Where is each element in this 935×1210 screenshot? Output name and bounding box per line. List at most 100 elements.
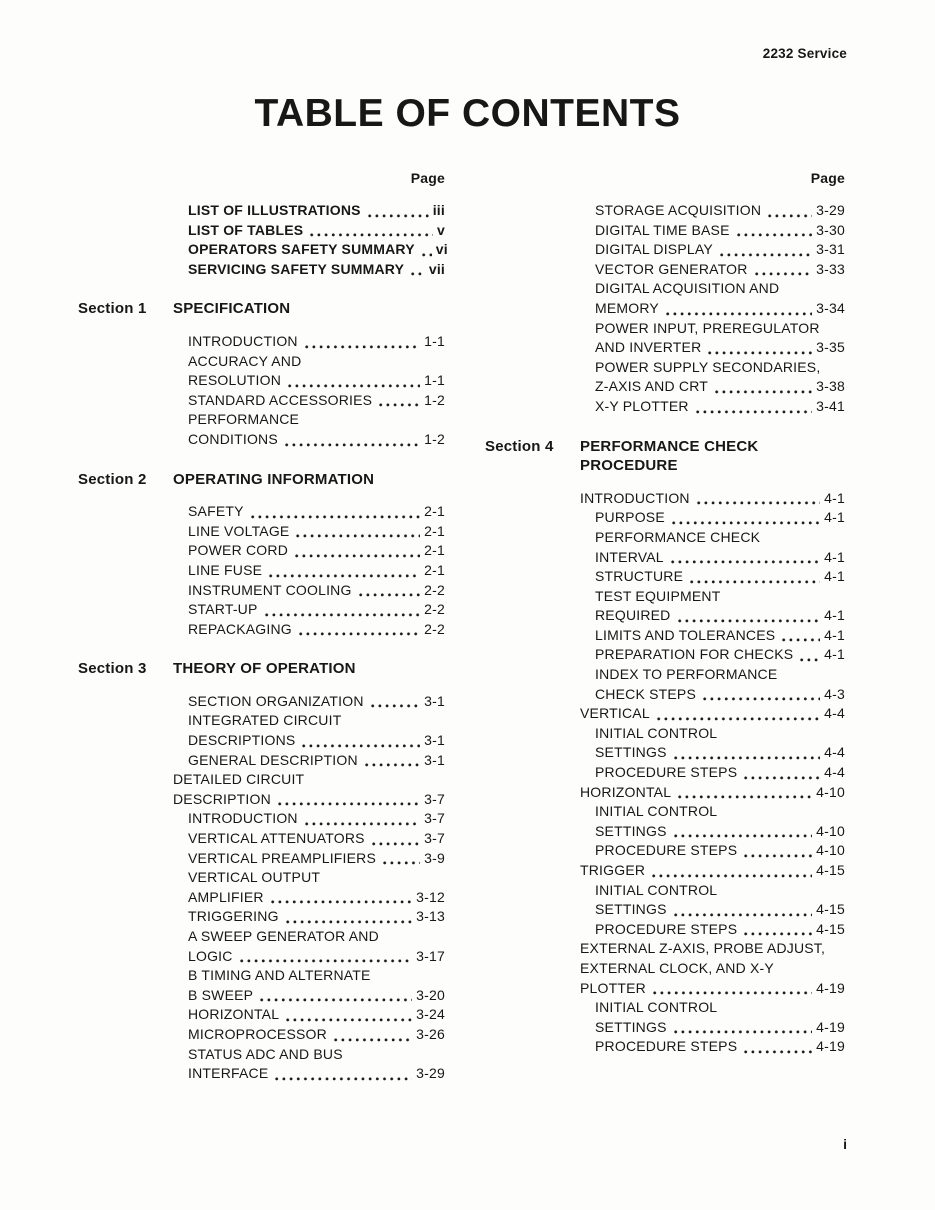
dot-leader [296, 534, 421, 539]
toc-entry: VERTICAL PREAMPLIFIERS 3-9 [78, 849, 445, 869]
toc-entry-group: INTRODUCTION 1-1 ACCURACY AND RESOLUTION 1-1… [78, 332, 445, 450]
toc-entry-page: 1-2 [424, 391, 445, 408]
dot-leader [304, 344, 421, 349]
toc-entry-text: MICROPROCESSOR [188, 1025, 327, 1042]
section-title: OPERATING INFORMATION [173, 470, 374, 490]
toc-entry-text: INDEX TO PERFORMANCE [595, 666, 778, 683]
toc-entry-last-line: SETTINGS 4-10 [595, 822, 845, 842]
toc-entry-page: 3-31 [816, 241, 845, 258]
toc-entry-group: SECTION ORGANIZATION 3-1 INTEGRATED CIRCUI… [78, 692, 445, 1084]
toc-entry: START-UP 2-2 [78, 600, 445, 620]
dot-leader [421, 252, 432, 257]
dot-leader [736, 233, 813, 238]
toc-entry-text: AND INVERTER [595, 339, 702, 356]
toc-entry-last-line: MEMORY 3-34 [595, 299, 845, 319]
toc-entry: LIMITS AND TOLERANCES 4-1 [485, 626, 845, 646]
dot-leader [656, 716, 821, 721]
toc-column-left-body: LIST OF ILLUSTRATIONS iii LIST OF TABLES v O… [78, 201, 448, 1084]
dot-leader [371, 841, 421, 846]
toc-entry: TEST EQUIPMENT REQUIRED 4-1 [485, 587, 845, 626]
toc-entry-text: REPACKAGING [188, 620, 292, 637]
toc-entry-text: ACCURACY AND [188, 352, 302, 369]
dot-leader [269, 573, 421, 578]
toc-entry-last-line: DESCRIPTIONS 3-1 [188, 731, 445, 751]
toc-entry-last-line: INTERFACE 3-29 [188, 1064, 445, 1084]
toc-entry: STANDARD ACCESSORIES 1-2 [78, 391, 445, 411]
toc-entry: REPACKAGING 2-2 [78, 620, 445, 640]
dot-leader [673, 756, 821, 761]
toc-entry-text: LIST OF TABLES [188, 221, 304, 238]
toc-entry-text: SETTINGS [595, 901, 667, 918]
toc-entry-last-line: INSTRUMENT COOLING 2-2 [188, 581, 445, 601]
toc-entry-last-line: REPACKAGING 2-2 [188, 620, 445, 640]
section-title-line: THEORY OF OPERATION [173, 660, 356, 678]
dot-leader [673, 834, 813, 839]
toc-entry-text: TRIGGER [580, 862, 646, 878]
toc-entry-text: SERVICING SAFETY SUMMARY [188, 260, 405, 277]
toc-entry: DETAILED CIRCUIT DESCRIPTION 3-7 [78, 770, 445, 809]
toc-entry-page: 4-1 [824, 509, 845, 526]
toc-entry-page: 4-15 [816, 920, 845, 937]
folio-page-number: i [843, 1136, 847, 1152]
toc-entry: A SWEEP GENERATOR AND LOGIC 3-17 [78, 927, 445, 966]
toc-entry-text: VERTICAL ATTENUATORS [188, 830, 365, 847]
toc-entry-text: B TIMING AND ALTERNATE [188, 967, 371, 984]
toc-entry-last-line: SECTION ORGANIZATION 3-1 [188, 692, 445, 712]
toc-entry: DIGITAL ACQUISITION AND MEMORY 3-34 [485, 279, 845, 318]
toc-entry-last-line: SERVICING SAFETY SUMMARY vii [188, 260, 445, 280]
section-title-line: PERFORMANCE CHECK [580, 437, 759, 455]
toc-entry-last-line: PROCEDURE STEPS 4-19 [595, 1037, 845, 1057]
toc-entry-text: VERTICAL PREAMPLIFIERS [188, 849, 377, 866]
dot-leader [754, 272, 813, 277]
section-heading: Section 4 PERFORMANCE CHECK PROCEDURE [485, 437, 845, 476]
dot-leader [288, 383, 421, 388]
dot-leader [708, 350, 813, 355]
toc-entry-text: POWER INPUT, PREREGULATOR [595, 319, 820, 336]
toc-entry-page: 4-10 [816, 842, 845, 859]
toc-column-right-body: STORAGE ACQUISITION 3-29 DIGITAL TIME BASE… [485, 201, 845, 1057]
toc-entry: INTRODUCTION 1-1 [78, 332, 445, 352]
toc-entry-last-line: AMPLIFIER 3-12 [188, 888, 445, 908]
toc-entry: SERVICING SAFETY SUMMARY vii [78, 260, 445, 280]
dot-leader [744, 854, 813, 858]
dot-leader [298, 632, 421, 637]
toc-entry-text: REQUIRED [595, 607, 671, 624]
section-title: THEORY OF OPERATION [173, 659, 356, 679]
toc-entry-text: INITIAL CONTROL [595, 999, 718, 1016]
dot-leader [286, 1017, 413, 1022]
toc-entry-last-line: VERTICAL ATTENUATORS 3-7 [188, 829, 445, 849]
toc-entry-last-line: Z-AXIS AND CRT 3-38 [595, 377, 845, 397]
toc-entry-page: 4-19 [816, 1018, 845, 1035]
section-label: Section 2 [78, 470, 147, 488]
toc-entry-text: PERFORMANCE [188, 411, 300, 428]
toc-entry-page: 3-17 [416, 947, 445, 964]
toc-entry: INITIAL CONTROL SETTINGS 4-4 [485, 724, 845, 763]
dot-leader [284, 442, 421, 447]
section-heading: Section 1 SPECIFICATION [78, 299, 445, 319]
section-label: Section 4 [485, 437, 554, 455]
dot-leader [379, 403, 421, 408]
toc-entry-text: RESOLUTION [188, 372, 282, 389]
toc-entry: STORAGE ACQUISITION 3-29 [485, 201, 845, 221]
toc-entry-text: STRUCTURE [595, 568, 684, 585]
toc-entry-last-line: LINE FUSE 2-1 [188, 561, 445, 581]
dot-leader [302, 743, 421, 748]
toc-entry-page: 3-13 [416, 908, 445, 925]
toc-entry-page: 3-7 [424, 790, 445, 807]
page-column-header-right: Page [810, 170, 845, 186]
dot-leader [364, 763, 421, 768]
toc-entry-page: 3-24 [416, 1006, 445, 1023]
dot-leader [800, 658, 821, 663]
toc-entry-text: SETTINGS [595, 744, 667, 761]
toc-entry-page: 3-7 [424, 830, 445, 847]
toc-entry-page: iii [432, 202, 445, 218]
dot-leader [665, 311, 813, 316]
page-title: TABLE OF CONTENTS [254, 92, 681, 135]
dot-leader [333, 1037, 413, 1042]
toc-entry: PERFORMANCE CHECK INTERVAL 4-1 [485, 528, 845, 567]
toc-entry: PREPARATION FOR CHECKS 4-1 [485, 645, 845, 665]
page-column-header-left: Page [410, 170, 445, 186]
toc-entry-last-line: STANDARD ACCESSORIES 1-2 [188, 391, 445, 411]
toc-entry-last-line: LIST OF ILLUSTRATIONS iii [188, 201, 445, 221]
dot-leader [285, 920, 413, 924]
